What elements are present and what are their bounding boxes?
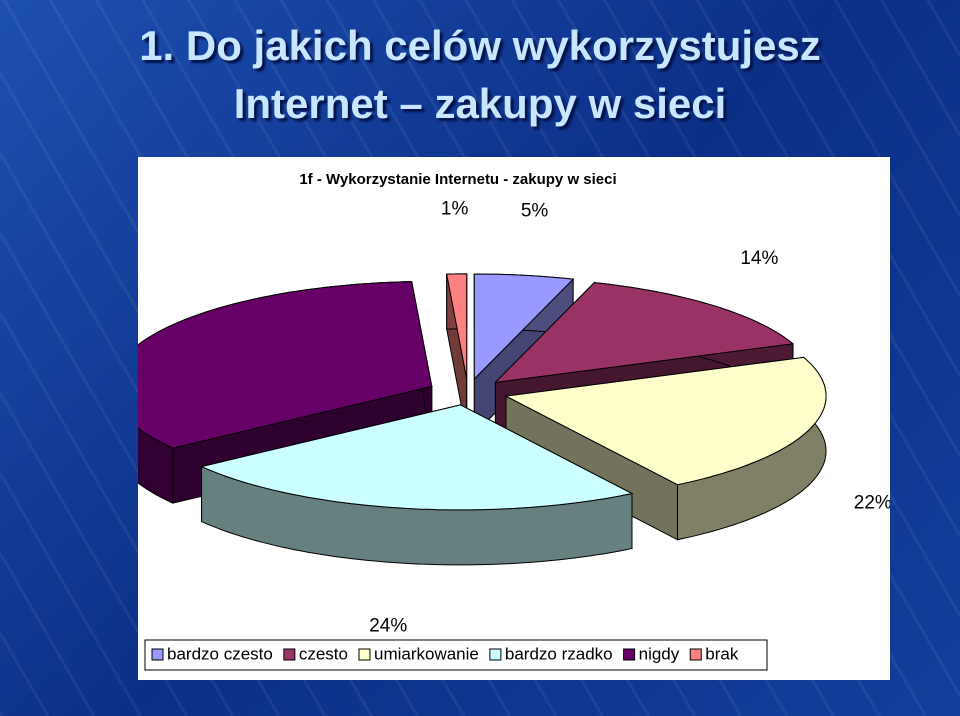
slide-title: 1. Do jakich celów wykorzystujesz — [139, 22, 821, 69]
data-label: 22% — [854, 492, 890, 513]
legend-label: nigdy — [639, 644, 680, 663]
legend-swatch — [283, 648, 296, 661]
legend-swatch — [489, 648, 502, 661]
slice-top — [494, 282, 795, 384]
chart-area: 1f - Wykorzystanie Internetu - zakupy w … — [64, 157, 892, 680]
chart-title: 1f - Wykorzystanie Internetu - zakupy w … — [299, 171, 616, 188]
slice — [504, 356, 827, 541]
data-label: 14% — [740, 248, 778, 269]
slice-top — [504, 356, 827, 486]
legend-box — [144, 639, 768, 671]
slice-top — [200, 404, 634, 511]
slice — [200, 404, 634, 566]
legend-swatch — [623, 648, 636, 661]
data-label: 24% — [369, 616, 407, 637]
legend-swatch — [151, 648, 164, 661]
slice-top — [473, 273, 575, 381]
legend-label: czesto — [299, 644, 348, 663]
legend-swatch — [358, 648, 371, 661]
data-label: 1% — [441, 198, 469, 219]
slice — [446, 273, 468, 434]
legend-swatch — [689, 648, 702, 661]
legend-label: bardzo czesto — [167, 644, 273, 663]
data-label: 5% — [521, 201, 549, 222]
legend-label: brak — [705, 644, 739, 663]
legend-label: umiarkowanie — [374, 644, 479, 663]
legend-label: bardzo rzadko — [505, 644, 613, 663]
slice-top — [446, 273, 468, 379]
slide-title: Internet – zakupy w sieci — [233, 80, 727, 127]
chart: 1f - Wykorzystanie Internetu - zakupy w … — [64, 171, 892, 671]
